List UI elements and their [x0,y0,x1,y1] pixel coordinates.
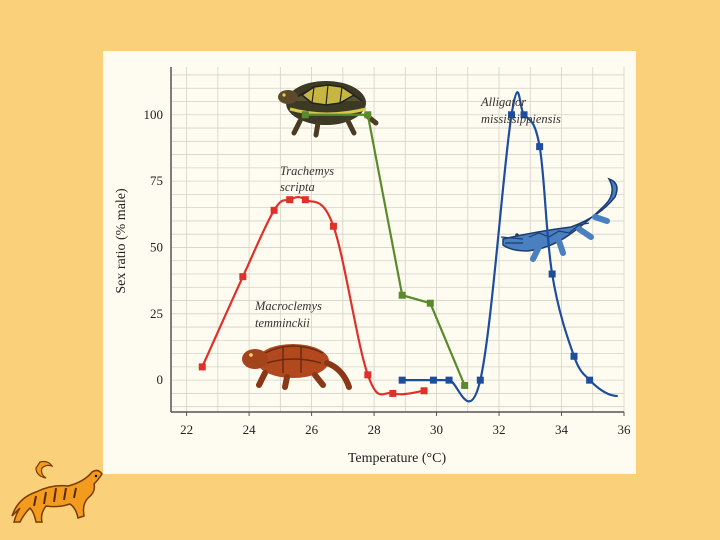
x-tick-label: 34 [555,422,569,437]
data-point [536,143,544,151]
x-axis-title: Temperature (°C) [348,451,447,466]
data-point [548,270,556,278]
snapping-turtle-icon [242,344,352,390]
series-label-trachemys-line2: scripta [280,180,315,194]
data-point [364,111,372,119]
y-tick-label: 50 [150,239,163,254]
data-point [364,371,372,379]
y-axis-title: Sex ratio (% male) [114,188,129,294]
tiger-icon [11,460,103,523]
data-point [570,352,578,360]
data-point [286,196,294,204]
data-point [461,381,469,389]
x-tick-label: 28 [368,422,381,437]
series-label-alligator-line1: Alligator [480,95,526,109]
y-tick-label: 0 [157,372,164,387]
y-tick-label: 25 [150,306,163,321]
species-icons [242,81,618,390]
x-tick-label: 32 [493,422,506,437]
y-tick-label: 75 [150,173,163,188]
x-tick-label: 30 [430,422,443,437]
series-label-macroclemys-line2: temminckii [255,316,310,330]
data-point [445,376,453,384]
data-point [301,196,309,204]
data-point [301,111,309,119]
data-point [520,111,528,119]
tick-labels: 22 24 26 28 30 32 34 36 0 25 50 75 100 [144,107,632,437]
data-point [508,111,516,119]
x-tick-label: 36 [618,422,632,437]
series-label-macroclemys-line1: Macroclemys [254,299,322,313]
data-series [198,91,618,403]
axes [170,67,625,416]
data-point [398,291,406,299]
x-tick-label: 26 [305,422,319,437]
series-label-alligator-line2: mississippiensis [481,112,561,126]
data-point [389,389,397,397]
gridlines [171,67,625,412]
sex-ratio-chart: 22 24 26 28 30 32 34 36 0 25 50 75 100 [114,67,632,466]
y-tick-label: 100 [144,107,164,122]
data-point [270,206,278,214]
data-point [239,273,247,281]
data-point [420,387,428,395]
data-point [426,299,434,307]
x-tick-label: 22 [180,422,193,437]
series-line-tail [588,379,618,398]
data-point [398,376,406,384]
data-point [329,222,337,230]
series-labels: Trachemys scripta Macroclemys temminckii… [254,95,561,330]
chart-figure: 22 24 26 28 30 32 34 36 0 25 50 75 100 [103,51,636,474]
x-tick-label: 24 [243,422,257,437]
data-point [198,363,206,371]
series-label-trachemys-line1: Trachemys [280,164,334,178]
data-point [476,376,484,384]
alligator-icon [500,177,618,262]
data-point [429,376,437,384]
